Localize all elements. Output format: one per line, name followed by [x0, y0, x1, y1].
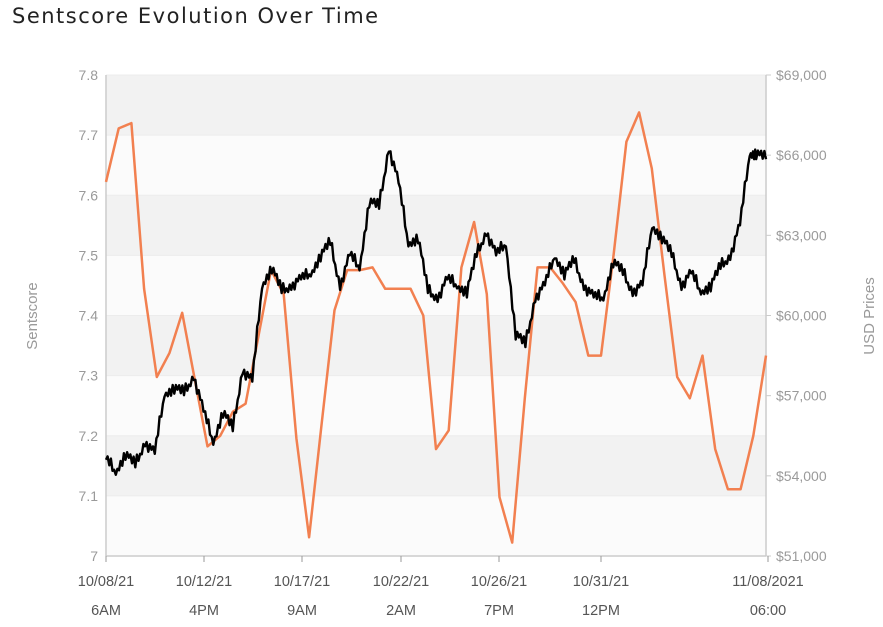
y-right-tick-label: $63,000 — [776, 227, 827, 243]
grid-band — [106, 255, 766, 316]
chart-title: Sentscore Evolution Over Time — [12, 4, 380, 28]
y-left-tick-label: 7.1 — [79, 488, 99, 504]
x-tick-time: 12PM — [582, 603, 620, 619]
grid-band — [106, 375, 766, 436]
x-tick-date: 10/08/21 — [78, 574, 134, 590]
y-left-tick-label: 7.7 — [79, 127, 99, 143]
background-bands — [106, 75, 766, 556]
x-tick-time: 2AM — [386, 603, 416, 619]
grid-band — [106, 315, 766, 376]
usd-price-line — [104, 111, 768, 544]
x-tick-date: 10/17/21 — [274, 574, 330, 590]
x-tick-time: 6AM — [91, 603, 121, 619]
y-right-axis-label: USD Prices — [861, 277, 878, 355]
grid-band — [106, 495, 766, 556]
y-right-tick-label: $66,000 — [776, 147, 827, 163]
y-left-tick-label: 7.6 — [79, 187, 99, 203]
x-tick-time: 06:00 — [750, 603, 786, 619]
y-left-axis-label: Sentscore — [24, 282, 41, 350]
y-right-tick-label: $60,000 — [776, 308, 827, 324]
x-tick-time: 4PM — [189, 603, 219, 619]
x-tick-date: 10/22/21 — [373, 574, 429, 590]
tick-labels: 7.8 7.7 7.6 7.5 7.4 7.3 7.2 7.1 7 $69,000 $66,000 $… — [24, 67, 878, 619]
series-lines — [104, 111, 768, 544]
x-tick-date: 10/31/21 — [573, 574, 629, 590]
x-tick-date: 11/08/2021 — [732, 574, 804, 590]
y-left-tick-label: 7 — [90, 548, 98, 564]
y-right-tick-label: $69,000 — [776, 67, 827, 83]
grid-band — [106, 135, 766, 196]
x-tick-time: 9AM — [287, 603, 317, 619]
grid-band — [106, 75, 766, 136]
y-right-tick-label: $57,000 — [776, 388, 827, 404]
x-tick-time: 7PM — [484, 603, 514, 619]
y-left-tick-label: 7.3 — [79, 368, 99, 384]
y-right-tick-label: $51,000 — [776, 548, 827, 564]
y-left-tick-label: 7.4 — [79, 308, 99, 324]
x-tick-date: 10/26/21 — [471, 574, 527, 590]
x-tick-date: 10/12/21 — [176, 574, 232, 590]
y-left-tick-label: 7.2 — [79, 428, 99, 444]
sentscore-line — [104, 148, 768, 476]
y-right-tick-label: $54,000 — [776, 468, 827, 484]
y-left-tick-label: 7.8 — [79, 67, 99, 83]
y-left-tick-label: 7.5 — [79, 247, 99, 263]
